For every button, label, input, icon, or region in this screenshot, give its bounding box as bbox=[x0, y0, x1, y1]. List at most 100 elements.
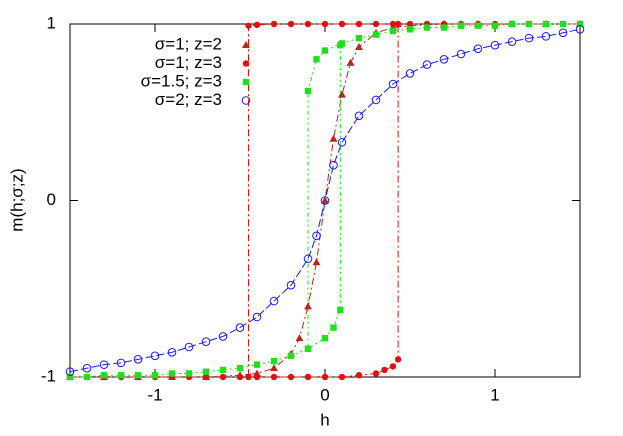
data-point bbox=[287, 352, 295, 360]
data-point bbox=[541, 32, 551, 41]
data-point bbox=[151, 372, 159, 379]
data-point bbox=[270, 20, 278, 28]
data-point bbox=[576, 20, 584, 28]
data-point bbox=[354, 111, 364, 121]
data-point bbox=[491, 22, 499, 29]
data-point bbox=[168, 370, 176, 377]
data-point bbox=[100, 372, 108, 379]
legend-marker bbox=[242, 41, 250, 48]
y-tick-label: 0 bbox=[47, 190, 56, 209]
data-point bbox=[372, 31, 380, 38]
data-point bbox=[321, 373, 329, 381]
data-point bbox=[422, 60, 432, 69]
data-point bbox=[474, 22, 482, 29]
data-point bbox=[405, 69, 415, 78]
data-point bbox=[329, 160, 338, 170]
data-point bbox=[346, 58, 355, 66]
data-point bbox=[286, 280, 296, 290]
data-point bbox=[456, 49, 466, 59]
data-point bbox=[473, 44, 483, 54]
data-point bbox=[355, 34, 363, 42]
data-point bbox=[439, 55, 449, 64]
data-point bbox=[82, 363, 92, 373]
data-point bbox=[394, 356, 402, 363]
data-point bbox=[406, 26, 414, 33]
data-point bbox=[218, 332, 228, 341]
x-tick-label: -1 bbox=[147, 385, 162, 404]
data-point bbox=[202, 368, 210, 375]
data-point bbox=[312, 258, 321, 266]
data-point bbox=[304, 373, 312, 381]
data-point bbox=[321, 20, 329, 28]
legend-label: σ=2; z=3 bbox=[155, 90, 222, 109]
legend-marker bbox=[242, 60, 250, 67]
data-point bbox=[236, 364, 244, 372]
data-point bbox=[355, 20, 363, 28]
data-point bbox=[372, 20, 380, 28]
data-point bbox=[304, 345, 312, 352]
data-point bbox=[338, 20, 346, 28]
data-point bbox=[389, 363, 397, 370]
data-point bbox=[201, 337, 211, 347]
data-point bbox=[99, 360, 109, 369]
data-point bbox=[440, 24, 448, 31]
y-tick-label: -1 bbox=[41, 366, 56, 385]
data-point bbox=[245, 373, 252, 381]
data-point bbox=[269, 296, 279, 306]
data-point bbox=[184, 342, 194, 352]
data-point bbox=[338, 90, 346, 98]
data-point bbox=[287, 20, 295, 28]
data-point bbox=[313, 56, 320, 63]
data-point bbox=[287, 373, 295, 381]
data-point bbox=[270, 373, 278, 381]
data-point bbox=[524, 33, 534, 43]
data-point bbox=[371, 95, 381, 105]
data-point bbox=[304, 20, 312, 28]
data-point bbox=[150, 351, 160, 361]
y-tick-label: 1 bbox=[47, 13, 56, 32]
data-point bbox=[525, 20, 533, 28]
data-point bbox=[355, 42, 363, 50]
data-point bbox=[388, 79, 398, 89]
data-point bbox=[355, 372, 363, 379]
data-point bbox=[389, 27, 397, 35]
data-point bbox=[117, 372, 125, 379]
data-point bbox=[321, 334, 329, 342]
data-point bbox=[381, 366, 388, 374]
data-point bbox=[320, 196, 330, 205]
data-point bbox=[270, 357, 278, 365]
legend-label: σ=1; z=3 bbox=[155, 53, 222, 72]
data-point bbox=[406, 20, 414, 28]
data-point bbox=[423, 24, 431, 31]
data-point bbox=[83, 373, 91, 381]
x-axis-label: h bbox=[320, 410, 329, 429]
data-point bbox=[167, 347, 177, 357]
data-point bbox=[202, 373, 210, 381]
data-point bbox=[66, 373, 74, 381]
data-point bbox=[330, 324, 337, 331]
data-point bbox=[65, 367, 75, 377]
legend-marker bbox=[242, 78, 250, 86]
data-point bbox=[133, 355, 143, 364]
data-point bbox=[457, 22, 465, 29]
legend-marker bbox=[241, 96, 251, 105]
data-point bbox=[329, 134, 338, 142]
data-point bbox=[253, 373, 261, 381]
data-point bbox=[338, 373, 346, 381]
legend-label: σ=1; z=2 bbox=[155, 34, 222, 53]
data-point bbox=[337, 137, 347, 147]
x-tick-label: 1 bbox=[490, 385, 499, 404]
data-point bbox=[394, 20, 402, 28]
data-point bbox=[321, 47, 329, 54]
y-axis-label: m(h;σ;z) bbox=[7, 168, 26, 231]
data-point bbox=[559, 20, 567, 28]
data-point bbox=[236, 373, 244, 381]
data-point bbox=[134, 372, 142, 379]
data-point bbox=[116, 358, 126, 368]
data-point bbox=[372, 370, 380, 377]
data-point bbox=[542, 20, 550, 28]
data-point bbox=[303, 254, 313, 264]
data-point bbox=[219, 366, 227, 374]
data-point bbox=[508, 20, 516, 28]
